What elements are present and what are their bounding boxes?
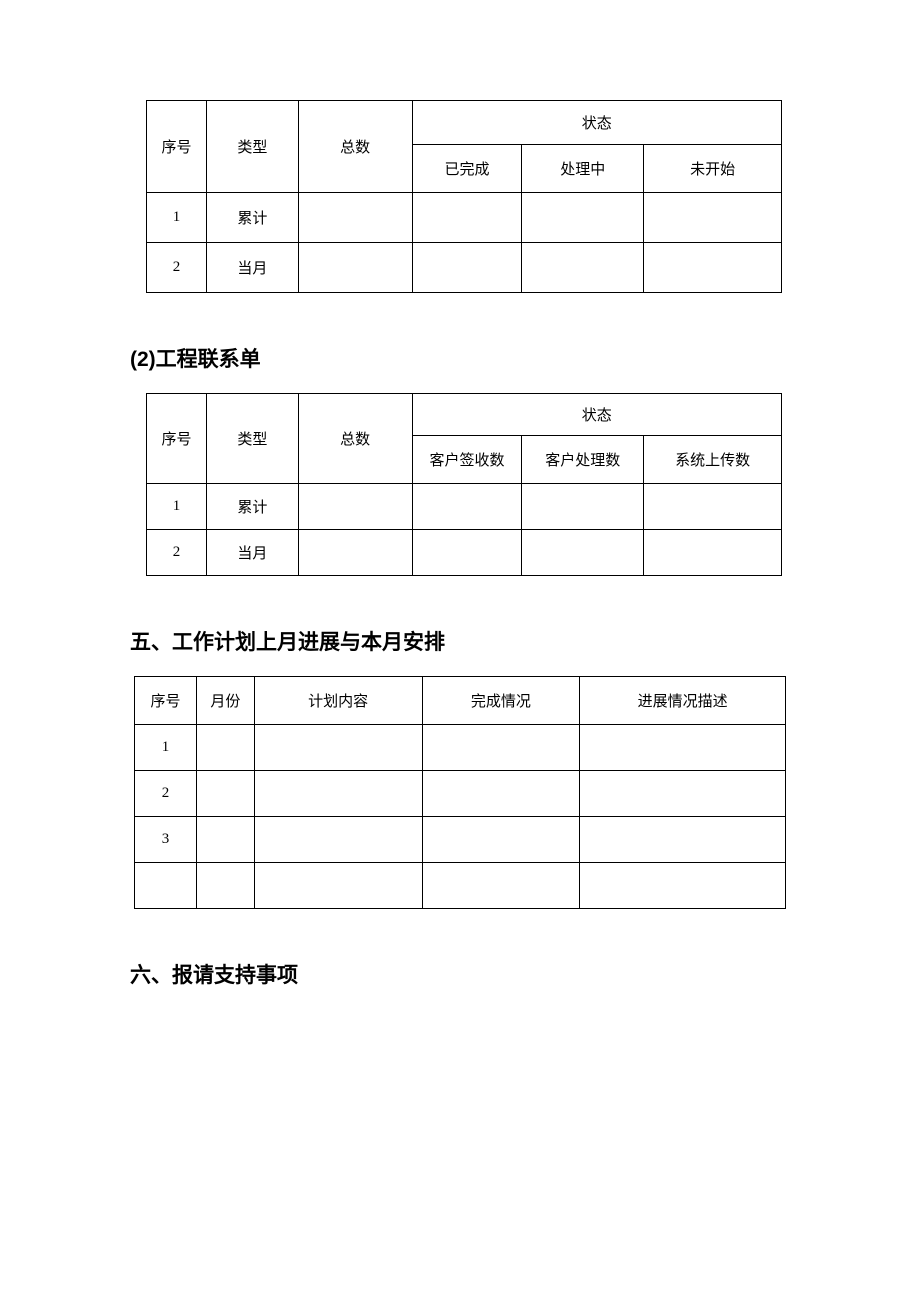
cell-progress bbox=[580, 725, 786, 771]
cell-done bbox=[412, 193, 522, 243]
plan-table: 序号 月份 计划内容 完成情况 进展情况描述 1 2 3 bbox=[134, 676, 786, 909]
table-row: 1 累计 bbox=[147, 484, 782, 530]
section-6-title: 六、报请支持事项 bbox=[130, 963, 298, 987]
section-2-heading: (2)工程联系单 bbox=[130, 343, 790, 373]
col-status-signed: 客户签收数 bbox=[412, 436, 522, 484]
cell-plan bbox=[254, 863, 422, 909]
col-status-notstarted: 未开始 bbox=[644, 145, 782, 193]
section-2-title: 工程联系单 bbox=[156, 347, 261, 371]
cell-total bbox=[298, 243, 412, 293]
cell-total bbox=[298, 484, 412, 530]
status-table-1: 序号 类型 总数 状态 已完成 处理中 未开始 1 累计 2 当月 bbox=[146, 100, 782, 293]
cell-completion bbox=[422, 725, 580, 771]
cell-completion bbox=[422, 817, 580, 863]
cell-seq: 1 bbox=[147, 193, 207, 243]
cell-type: 累计 bbox=[206, 484, 298, 530]
col-status-handled: 客户处理数 bbox=[522, 436, 644, 484]
table-row: 3 bbox=[135, 817, 786, 863]
cell-progress bbox=[580, 817, 786, 863]
table-row: 1 累计 bbox=[147, 193, 782, 243]
cell-handled bbox=[522, 530, 644, 576]
table-row: 2 当月 bbox=[147, 243, 782, 293]
cell-progress bbox=[580, 863, 786, 909]
cell-uploaded bbox=[644, 484, 782, 530]
cell-month bbox=[196, 863, 254, 909]
col-progress: 进展情况描述 bbox=[580, 677, 786, 725]
section-5-heading: 五、工作计划上月进展与本月安排 bbox=[130, 626, 790, 656]
cell-seq bbox=[135, 863, 197, 909]
table-row: 1 bbox=[135, 725, 786, 771]
table-row: 2 bbox=[135, 771, 786, 817]
col-total: 总数 bbox=[298, 394, 412, 484]
col-status-processing: 处理中 bbox=[522, 145, 644, 193]
col-month: 月份 bbox=[196, 677, 254, 725]
col-completion: 完成情况 bbox=[422, 677, 580, 725]
section-5-title: 五、工作计划上月进展与本月安排 bbox=[130, 630, 445, 654]
cell-processing bbox=[522, 193, 644, 243]
cell-completion bbox=[422, 771, 580, 817]
cell-completion bbox=[422, 863, 580, 909]
cell-month bbox=[196, 771, 254, 817]
cell-type: 当月 bbox=[206, 530, 298, 576]
cell-processing bbox=[522, 243, 644, 293]
cell-type: 累计 bbox=[206, 193, 298, 243]
cell-plan bbox=[254, 817, 422, 863]
col-type: 类型 bbox=[206, 101, 298, 193]
cell-notstarted bbox=[644, 193, 782, 243]
cell-month bbox=[196, 817, 254, 863]
status-table-2: 序号 类型 总数 状态 客户签收数 客户处理数 系统上传数 1 累计 2 当月 bbox=[146, 393, 782, 576]
cell-month bbox=[196, 725, 254, 771]
col-seq: 序号 bbox=[147, 394, 207, 484]
section-6-heading: 六、报请支持事项 bbox=[130, 959, 790, 989]
cell-notstarted bbox=[644, 243, 782, 293]
cell-total bbox=[298, 193, 412, 243]
cell-seq: 2 bbox=[147, 530, 207, 576]
col-status-uploaded: 系统上传数 bbox=[644, 436, 782, 484]
col-seq: 序号 bbox=[135, 677, 197, 725]
cell-seq: 2 bbox=[135, 771, 197, 817]
col-type: 类型 bbox=[206, 394, 298, 484]
cell-done bbox=[412, 243, 522, 293]
col-status-done: 已完成 bbox=[412, 145, 522, 193]
col-plan: 计划内容 bbox=[254, 677, 422, 725]
cell-seq: 2 bbox=[147, 243, 207, 293]
col-total: 总数 bbox=[298, 101, 412, 193]
cell-seq: 1 bbox=[147, 484, 207, 530]
cell-plan bbox=[254, 771, 422, 817]
cell-signed bbox=[412, 484, 522, 530]
cell-total bbox=[298, 530, 412, 576]
table-row bbox=[135, 863, 786, 909]
table-row: 2 当月 bbox=[147, 530, 782, 576]
section-2-prefix: (2) bbox=[130, 348, 156, 371]
col-status-group: 状态 bbox=[412, 101, 781, 145]
cell-uploaded bbox=[644, 530, 782, 576]
cell-type: 当月 bbox=[206, 243, 298, 293]
cell-progress bbox=[580, 771, 786, 817]
col-status-group: 状态 bbox=[412, 394, 781, 436]
cell-seq: 1 bbox=[135, 725, 197, 771]
cell-signed bbox=[412, 530, 522, 576]
col-seq: 序号 bbox=[147, 101, 207, 193]
cell-handled bbox=[522, 484, 644, 530]
cell-plan bbox=[254, 725, 422, 771]
cell-seq: 3 bbox=[135, 817, 197, 863]
